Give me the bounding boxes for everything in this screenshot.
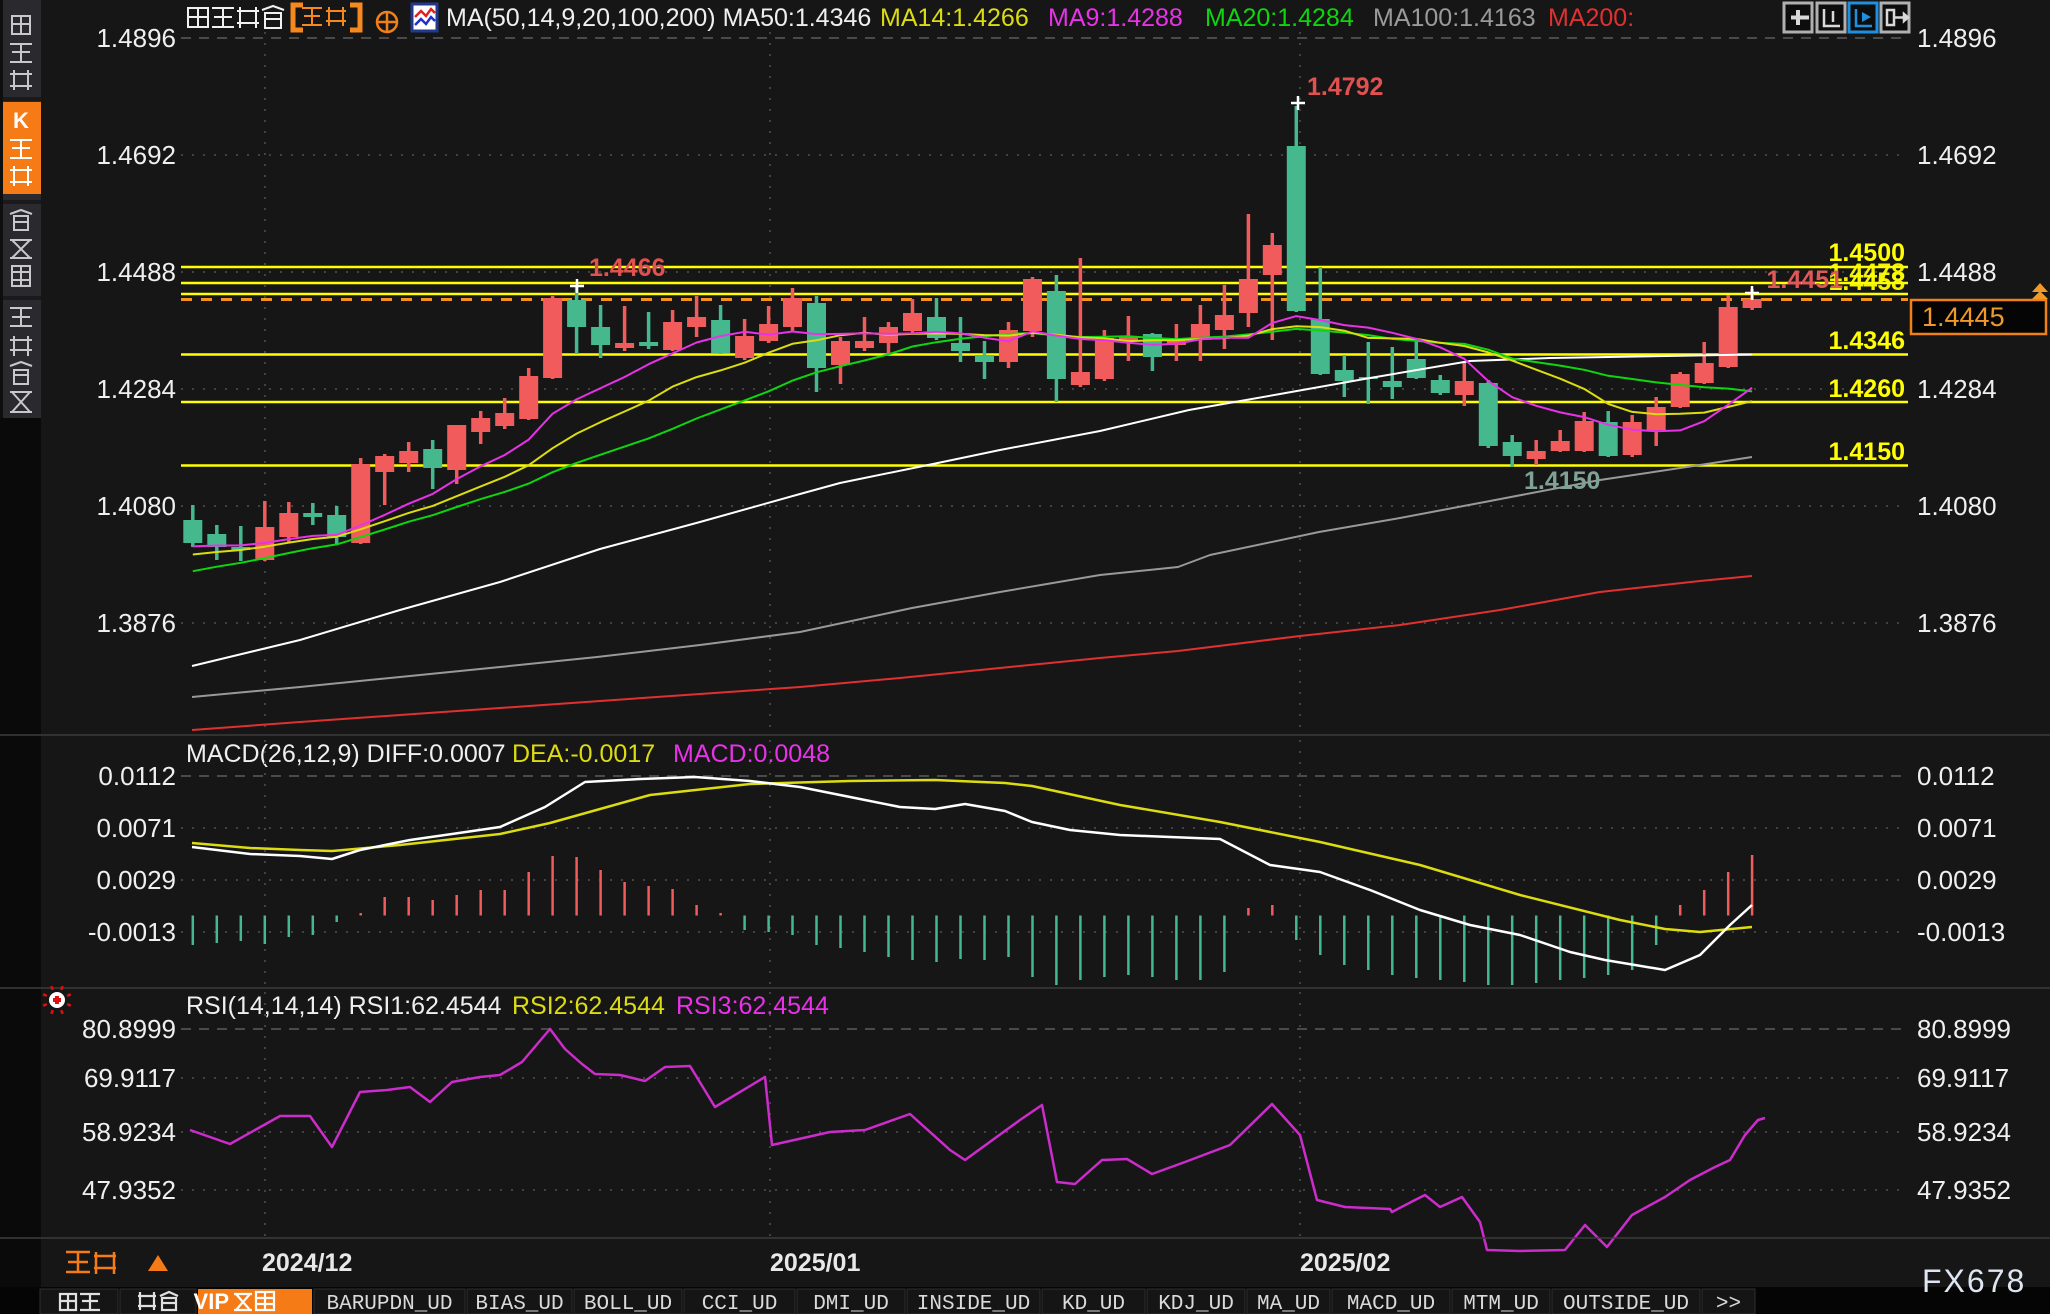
svg-text:BARUPDN_UD: BARUPDN_UD (326, 1293, 452, 1314)
svg-text:0.0071: 0.0071 (96, 813, 176, 843)
svg-text:2024/12: 2024/12 (262, 1249, 352, 1277)
svg-text:1.3876: 1.3876 (96, 608, 176, 638)
svg-text:58.9234: 58.9234 (82, 1117, 176, 1147)
svg-text:58.9234: 58.9234 (1917, 1117, 2011, 1147)
svg-text:80.8999: 80.8999 (82, 1014, 176, 1044)
svg-text:47.9352: 47.9352 (1917, 1175, 2011, 1205)
svg-text:CCI_UD: CCI_UD (702, 1293, 778, 1314)
svg-text:1.4080: 1.4080 (1917, 491, 1997, 521)
svg-text:1.4896: 1.4896 (1917, 23, 1997, 53)
svg-text:1.4466: 1.4466 (589, 254, 665, 282)
svg-text:2025/01: 2025/01 (770, 1249, 860, 1277)
svg-text:RSI(14,14,14) RSI1:62.4544: RSI(14,14,14) RSI1:62.4544 (186, 992, 502, 1020)
svg-text:2025/02: 2025/02 (1300, 1249, 1390, 1277)
svg-text:47.9352: 47.9352 (82, 1175, 176, 1205)
svg-text:RSI2:62.4544: RSI2:62.4544 (512, 992, 665, 1020)
svg-text:DEA:-0.0017: DEA:-0.0017 (512, 740, 655, 768)
svg-text:DMI_UD: DMI_UD (813, 1293, 889, 1314)
svg-text:K: K (13, 108, 29, 133)
svg-text:1.4896: 1.4896 (96, 23, 176, 53)
svg-text:MA(50,14,9,20,100,200) MA50:1.: MA(50,14,9,20,100,200) MA50:1.4346 (446, 4, 871, 32)
svg-text:1.4458: 1.4458 (1829, 268, 1906, 296)
svg-text:1.4260: 1.4260 (1829, 375, 1905, 403)
svg-text:0.0029: 0.0029 (96, 865, 176, 895)
svg-text:MA_UD: MA_UD (1257, 1293, 1320, 1314)
svg-text:MACD(26,12,9) DIFF:0.0007: MACD(26,12,9) DIFF:0.0007 (186, 740, 506, 768)
svg-text:1.4080: 1.4080 (96, 491, 176, 521)
svg-text:1.4451: 1.4451 (1767, 266, 1844, 294)
svg-text:0.0071: 0.0071 (1917, 813, 1997, 843)
svg-text:BIAS_UD: BIAS_UD (475, 1293, 563, 1314)
svg-text:MACD:0.0048: MACD:0.0048 (673, 740, 830, 768)
svg-text:0.0112: 0.0112 (1917, 761, 1995, 791)
svg-text:1.4488: 1.4488 (1917, 257, 1997, 287)
svg-text:80.8999: 80.8999 (1917, 1014, 2011, 1044)
svg-text:0.0112: 0.0112 (98, 761, 176, 791)
svg-text:MA20:1.4284: MA20:1.4284 (1205, 4, 1354, 32)
svg-text:1.3876: 1.3876 (1917, 608, 1997, 638)
svg-text:1.4500: 1.4500 (1829, 239, 1905, 267)
svg-text:69.9117: 69.9117 (84, 1063, 176, 1093)
svg-text:0.0029: 0.0029 (1917, 865, 1997, 895)
svg-text:1.4346: 1.4346 (1829, 327, 1905, 355)
svg-text:-0.0013: -0.0013 (1917, 917, 2005, 947)
svg-text:KD_UD: KD_UD (1062, 1293, 1125, 1314)
svg-text:MA14:1.4266: MA14:1.4266 (880, 4, 1029, 32)
svg-text:OUTSIDE_UD: OUTSIDE_UD (1563, 1293, 1689, 1314)
svg-text:MACD_UD: MACD_UD (1347, 1293, 1435, 1314)
svg-text:1.4692: 1.4692 (96, 140, 176, 170)
svg-text:69.9117: 69.9117 (1917, 1063, 2009, 1093)
svg-text:1.4150: 1.4150 (1524, 467, 1600, 495)
svg-text:>>: >> (1716, 1293, 1741, 1314)
svg-text:RSI3:62.4544: RSI3:62.4544 (676, 992, 829, 1020)
svg-text:MTM_UD: MTM_UD (1463, 1293, 1539, 1314)
svg-text:1.4150: 1.4150 (1829, 438, 1905, 466)
svg-text:1.4692: 1.4692 (1917, 140, 1997, 170)
svg-text:1.4792: 1.4792 (1307, 73, 1383, 101)
svg-text:1.4284: 1.4284 (1917, 374, 1997, 404)
svg-text:MA200:: MA200: (1548, 4, 1634, 32)
svg-text:1.4445: 1.4445 (1922, 302, 2005, 332)
svg-text:MA100:1.4163: MA100:1.4163 (1373, 4, 1536, 32)
svg-text:KDJ_UD: KDJ_UD (1158, 1293, 1234, 1314)
svg-text:1.4488: 1.4488 (96, 257, 176, 287)
svg-text:VIP: VIP (194, 1289, 229, 1314)
svg-text:1.4478: 1.4478 (1829, 259, 1906, 287)
svg-text:INSIDE_UD: INSIDE_UD (917, 1293, 1030, 1314)
svg-text:1.4284: 1.4284 (96, 374, 176, 404)
svg-text:FX678: FX678 (1922, 1263, 2026, 1299)
svg-text:BOLL_UD: BOLL_UD (584, 1293, 672, 1314)
svg-text:MA9:1.4288: MA9:1.4288 (1048, 4, 1183, 32)
svg-text:-0.0013: -0.0013 (88, 917, 176, 947)
